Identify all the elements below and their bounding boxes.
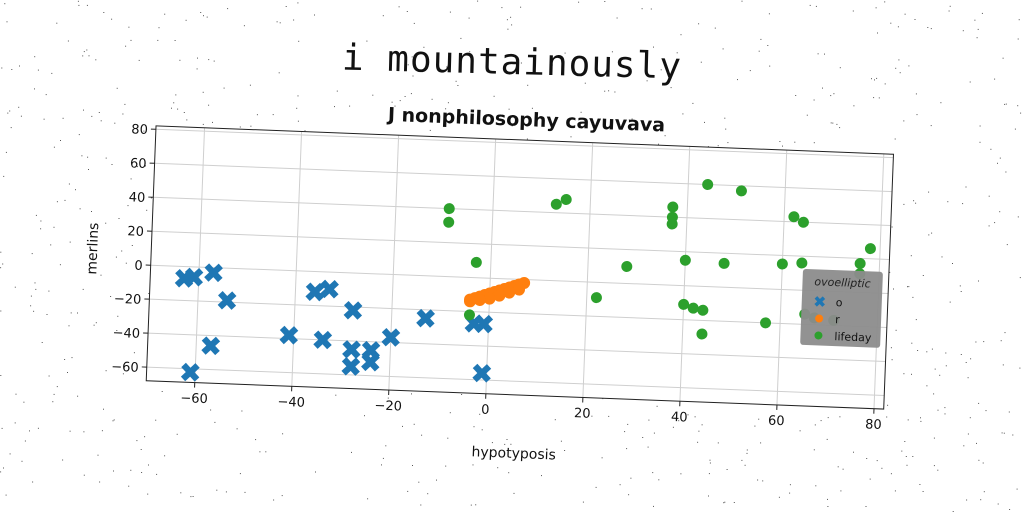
chart-title: J nonphilosophy cayuvava: [386, 104, 666, 137]
legend-label-o: o: [835, 296, 842, 309]
y-tick-label: −20: [114, 292, 142, 308]
x-axis-label: hypotyposis: [471, 444, 556, 463]
x-tick-label: −60: [180, 391, 208, 407]
plot-area: −60 −40 −20 0 20 40 60 80 −60 −40 −20 0 20 40 60 80: [110, 122, 894, 433]
y-tick-label: 40: [128, 190, 145, 206]
y-tick-label: −40: [112, 326, 140, 342]
x-tick-label: −40: [277, 395, 305, 411]
x-tick-label: 60: [768, 414, 785, 430]
y-tick-label: −60: [111, 360, 139, 376]
y-tick-label: 0: [134, 259, 143, 274]
x-tick-label: −20: [374, 399, 402, 415]
x-tick-label: 0: [481, 403, 490, 418]
y-axis-label: merlins: [84, 222, 102, 275]
y-tick-label: 20: [127, 224, 144, 240]
y-tick-label: 80: [131, 122, 148, 138]
x-tick-label: 40: [671, 410, 688, 426]
legend-label-lifeday: lifeday: [834, 330, 872, 344]
legend-title: ovoelliptic: [814, 275, 871, 290]
x-tick-label: 20: [574, 406, 591, 422]
y-tick-label: 60: [130, 156, 147, 172]
x-tick-label: 80: [865, 417, 882, 433]
